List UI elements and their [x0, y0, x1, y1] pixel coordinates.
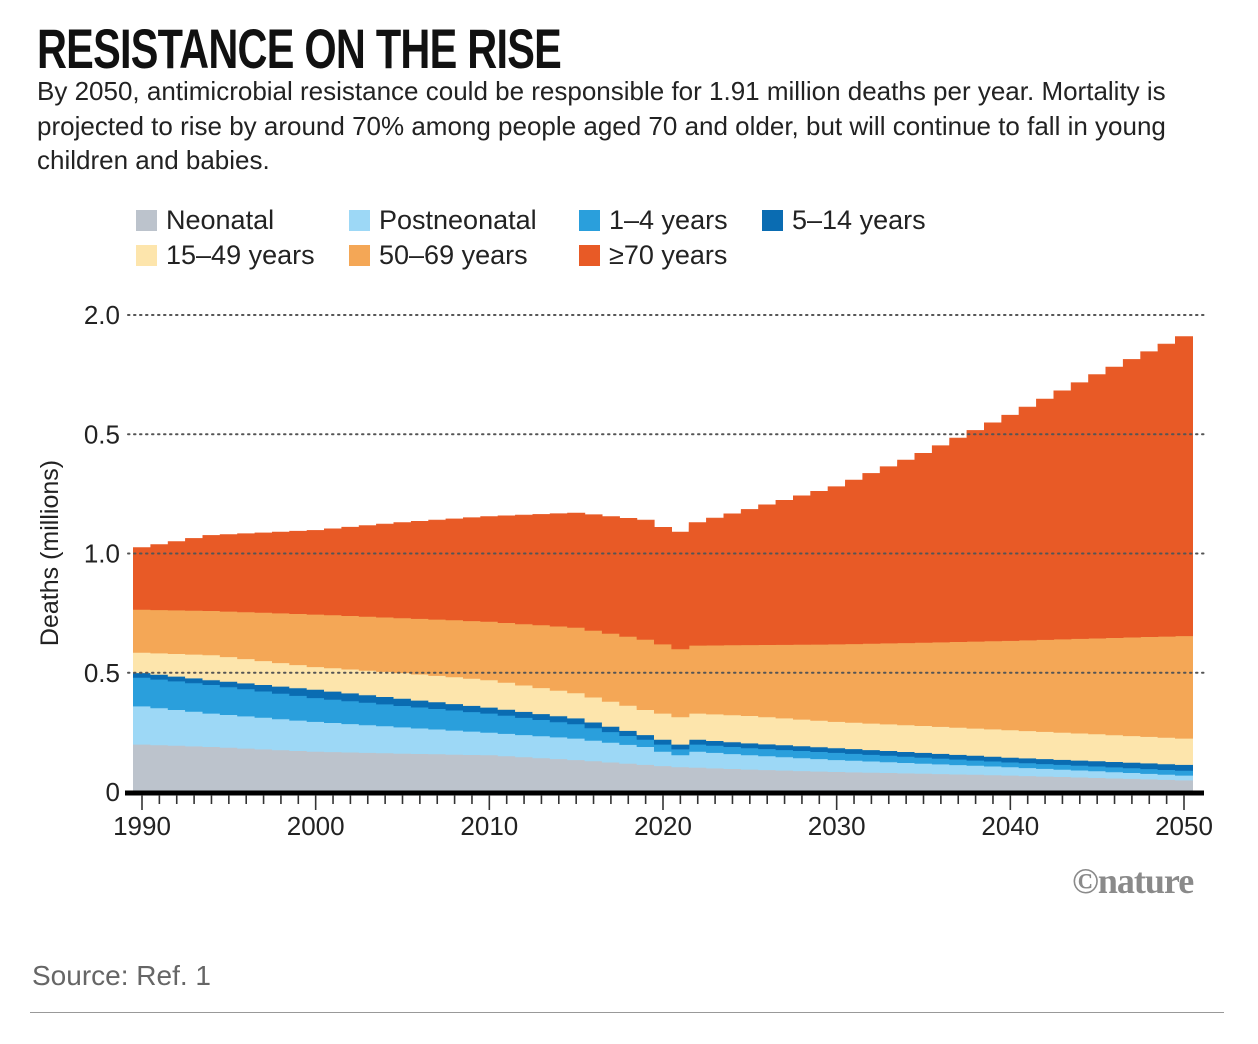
- nature-logo: ©nature: [1072, 861, 1194, 901]
- legend-swatch: [136, 245, 157, 266]
- legend-swatch: [349, 210, 370, 231]
- x-tick-label: 2020: [634, 811, 692, 841]
- y-axis-label: Deaths (millions): [36, 460, 64, 646]
- x-tick-label: 2050: [1155, 811, 1213, 841]
- legend-label: 15–49 years: [166, 240, 315, 270]
- legend-item-50-69-years: 50–69 years: [349, 240, 528, 271]
- chart-title: RESISTANCE ON THE RISE: [37, 17, 562, 80]
- legend-item-1-4-years: 1–4 years: [579, 205, 728, 236]
- axes: 0 0.5 1.0 0.5 2.0 1990 2000 2010 2020 2030 2040 205…: [84, 300, 1213, 841]
- x-tick-label: 2040: [981, 811, 1039, 841]
- x-tick-label: 2000: [287, 811, 345, 841]
- y-tick-label: 2.0: [84, 300, 120, 330]
- legend-swatch: [349, 245, 370, 266]
- legend-label: ≥70 years: [609, 240, 728, 270]
- divider: [30, 1012, 1224, 1013]
- legend-swatch: [579, 210, 600, 231]
- x-tick-label: 1990: [113, 811, 171, 841]
- y-tick-label: 0.5: [84, 658, 120, 688]
- x-tick-label: 2010: [460, 811, 518, 841]
- gridlines: [127, 314, 1205, 674]
- legend-item-15-49-years: 15–49 years: [136, 240, 315, 271]
- source-note: Source: Ref. 1: [32, 960, 211, 991]
- legend-label: 50–69 years: [379, 240, 528, 270]
- x-tick-label: 2030: [808, 811, 866, 841]
- legend-item-5-14-years: 5–14 years: [762, 205, 926, 236]
- legend-swatch: [579, 245, 600, 266]
- legend-label: Neonatal: [166, 205, 275, 235]
- areas: [133, 336, 1193, 793]
- legend-item-neonatal: Neonatal: [136, 205, 274, 236]
- area-70-years: [133, 336, 1193, 650]
- chart-subtitle: By 2050, antimicrobial resistance could …: [37, 76, 1166, 175]
- legend-swatch: [762, 210, 783, 231]
- y-tick-label: 0: [106, 777, 120, 807]
- y-tick-label: 1.0: [84, 539, 120, 569]
- legend-label: 5–14 years: [792, 205, 926, 235]
- legend-item-70-plus-years: ≥70 years: [579, 240, 727, 271]
- legend-swatch: [136, 210, 157, 231]
- y-tick-label: 0.5: [84, 419, 120, 449]
- legend-label: Postneonatal: [379, 205, 537, 235]
- legend-label: 1–4 years: [609, 205, 728, 235]
- legend-item-postneonatal: Postneonatal: [349, 205, 537, 236]
